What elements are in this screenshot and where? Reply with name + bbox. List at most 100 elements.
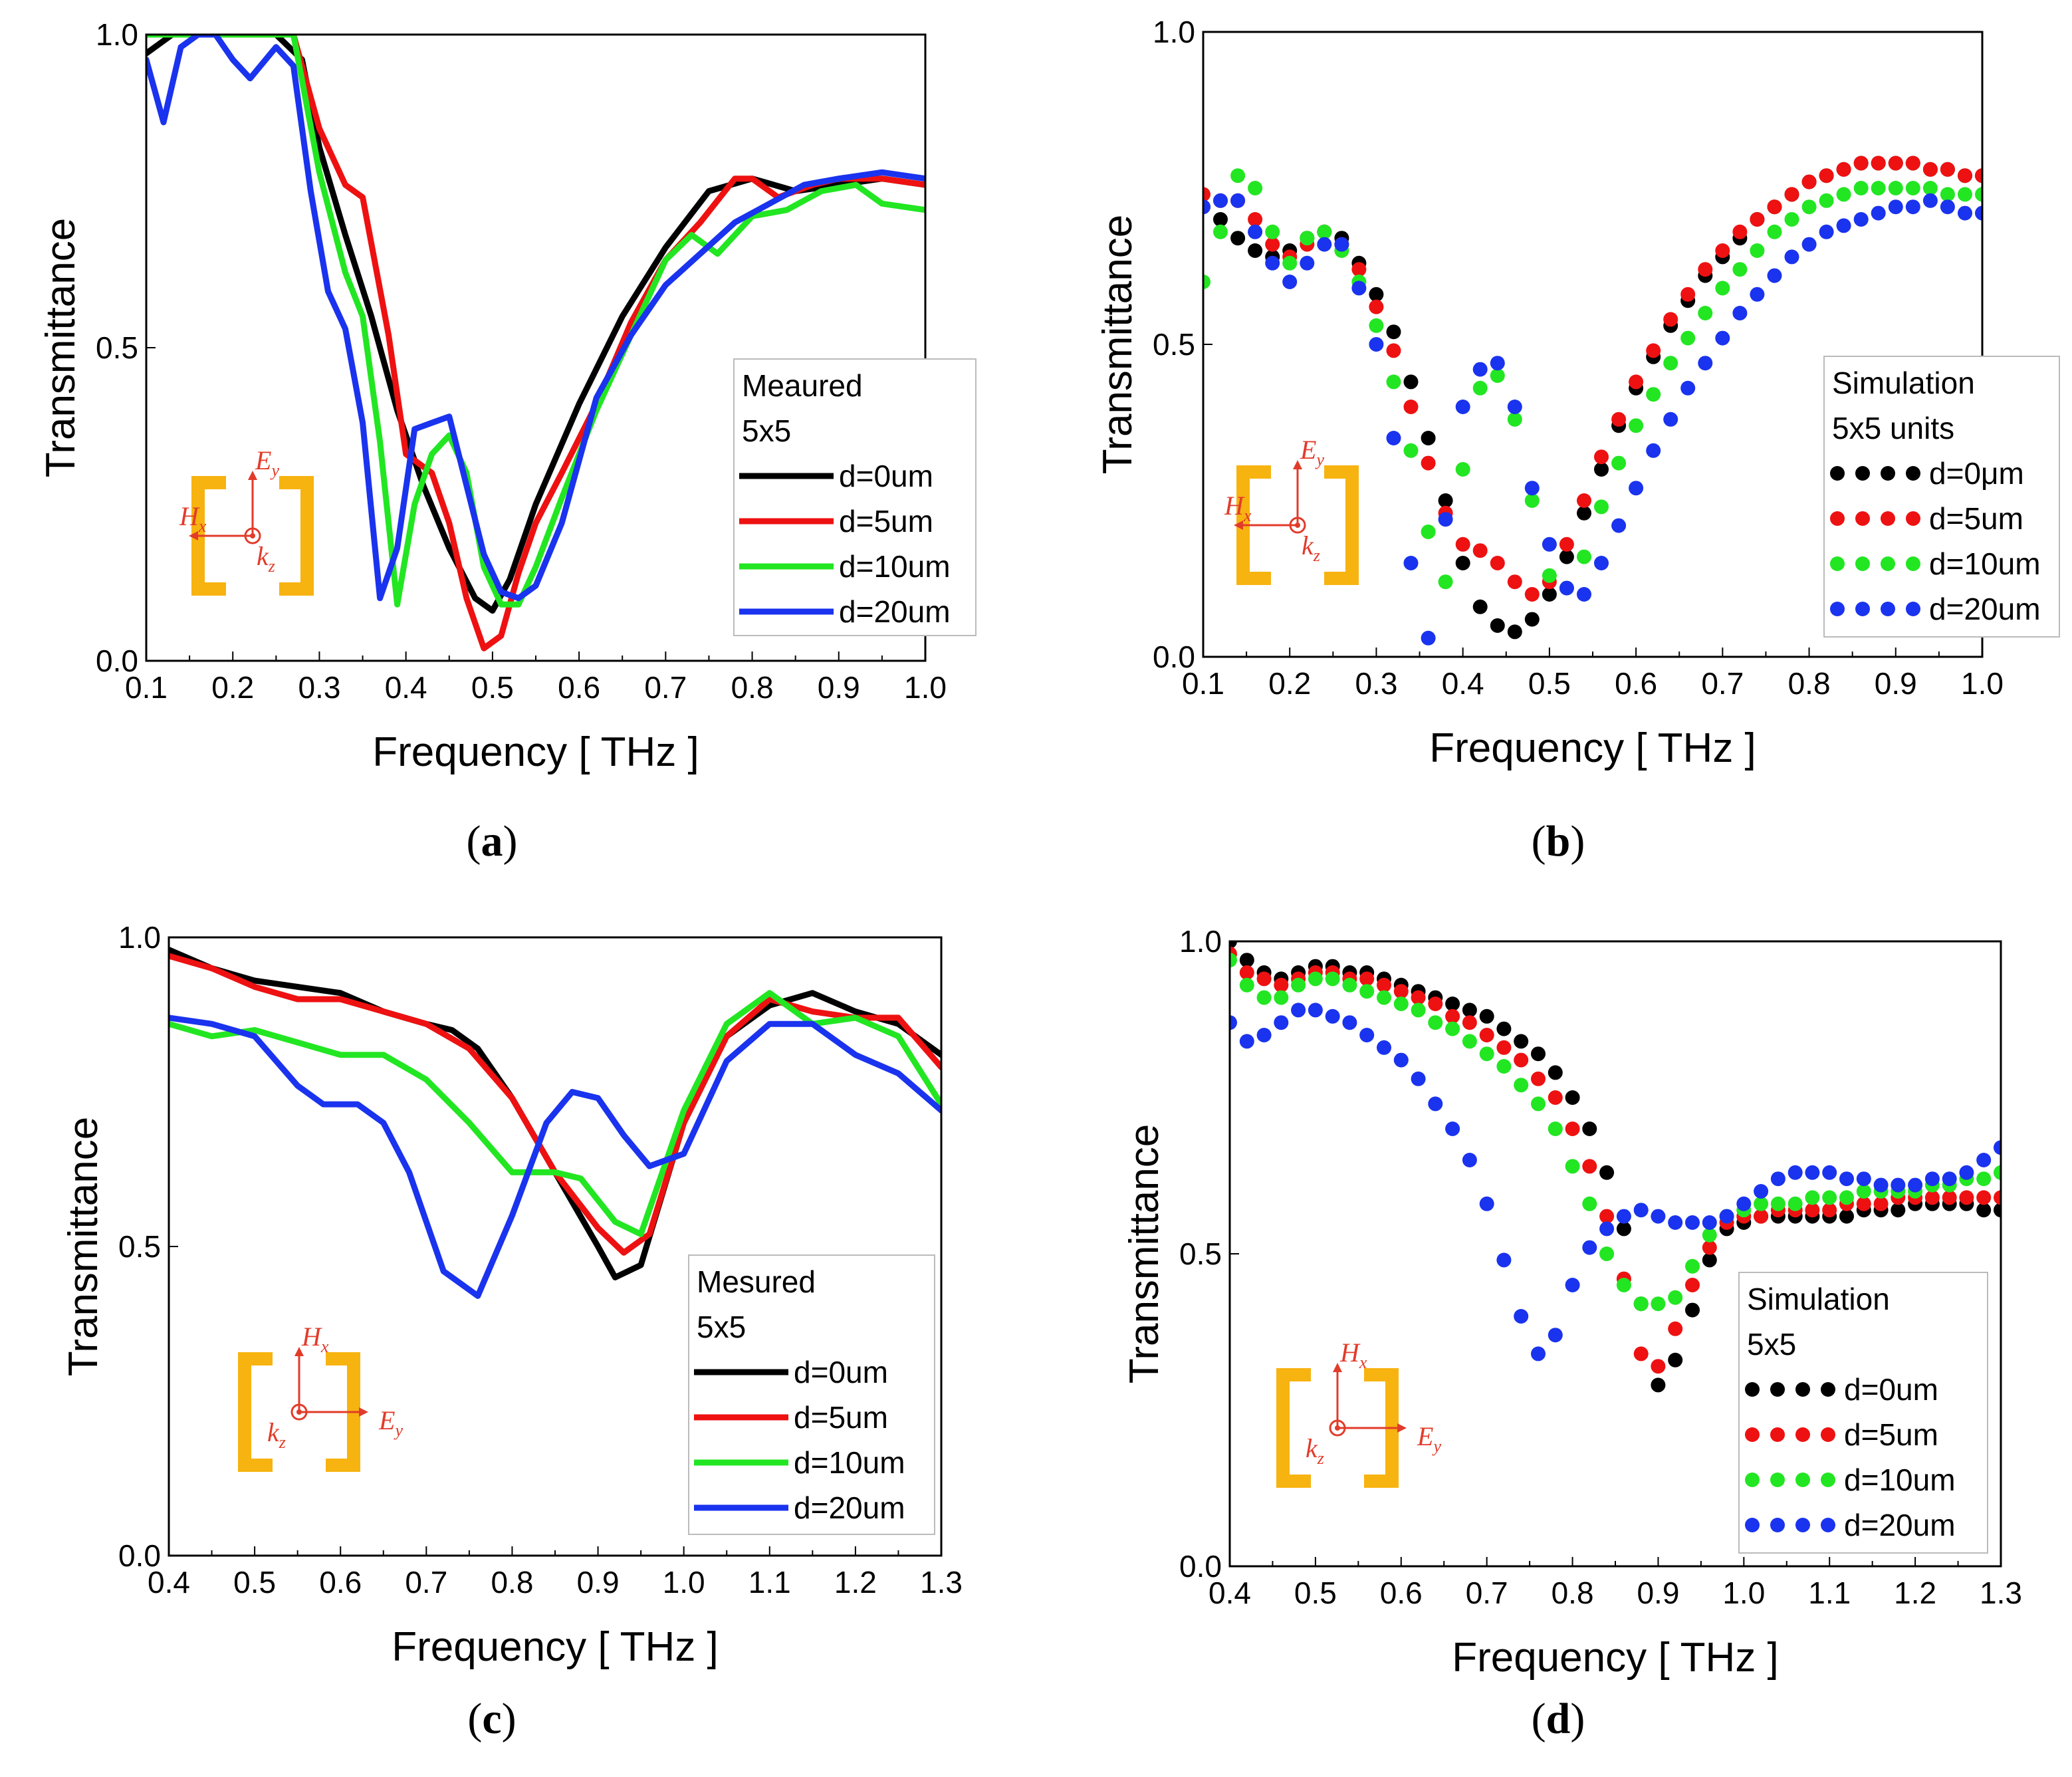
data-point bbox=[1334, 237, 1349, 252]
k-vector-ring-icon bbox=[244, 527, 261, 544]
x-tick-label: 1.2 bbox=[834, 1565, 877, 1599]
data-point bbox=[1230, 1015, 1237, 1030]
legend-swatch-dot bbox=[1830, 602, 1845, 616]
data-point bbox=[1524, 493, 1540, 508]
data-point bbox=[1265, 224, 1280, 239]
data-point bbox=[1291, 977, 1306, 993]
legend-entry-label: d=20um bbox=[794, 1490, 905, 1525]
data-point bbox=[1359, 971, 1375, 987]
vertical-field-label: Hx bbox=[1339, 1338, 1367, 1372]
legend-swatch-dot bbox=[1795, 1427, 1810, 1442]
data-point bbox=[1668, 1352, 1683, 1367]
x-tick-label: 1.0 bbox=[1961, 666, 2004, 701]
data-point bbox=[1548, 1328, 1563, 1343]
vertical-field-label: Hx bbox=[301, 1322, 329, 1356]
legend-title-line: 5x5 bbox=[1747, 1327, 1796, 1362]
data-point bbox=[1994, 1190, 2001, 1205]
data-point bbox=[1455, 556, 1470, 570]
data-point bbox=[1801, 174, 1817, 189]
legend-swatch-dot bbox=[1881, 556, 1895, 571]
data-point bbox=[1853, 212, 1869, 227]
plot-frame bbox=[168, 936, 943, 1557]
legend-box bbox=[1823, 356, 2060, 638]
data-point bbox=[1922, 181, 1938, 195]
legend-swatch-dot bbox=[1881, 511, 1895, 526]
x-tick-label: 1.3 bbox=[1980, 1576, 2022, 1610]
data-point bbox=[1611, 518, 1627, 533]
data-point bbox=[1651, 1296, 1666, 1312]
y-axis-title: Transmittance bbox=[1095, 215, 1141, 475]
data-point bbox=[1685, 1215, 1700, 1230]
data-point bbox=[1514, 1078, 1529, 1093]
legend-title-line: 5x5 bbox=[742, 414, 791, 448]
data-point bbox=[1308, 1003, 1323, 1018]
data-point bbox=[1888, 156, 1903, 171]
data-point bbox=[1213, 224, 1228, 239]
legend-swatch-dot bbox=[1745, 1382, 1760, 1397]
data-point bbox=[1403, 443, 1419, 458]
data-point bbox=[1274, 990, 1289, 1005]
data-point bbox=[1428, 1096, 1443, 1112]
data-point bbox=[1411, 1071, 1426, 1086]
chart-a: 0.1 0.2 0.3 0.4 0.5 0.6 0.7 0.8 0.9 1.0 0.0 0.5 1.0 F… bbox=[38, 17, 977, 775]
data-point bbox=[1548, 1065, 1563, 1080]
data-point bbox=[1248, 212, 1263, 227]
data-point bbox=[1386, 431, 1401, 445]
data-point bbox=[1908, 1177, 1923, 1193]
data-point bbox=[1325, 1008, 1340, 1024]
data-point bbox=[1940, 199, 1955, 215]
x-tick-label: 0.7 bbox=[1701, 666, 1744, 701]
k-vector-ring-icon bbox=[290, 1403, 308, 1421]
vertical-field-subscript: x bbox=[320, 1337, 329, 1356]
data-point bbox=[1732, 262, 1748, 277]
right-bracket-icon bbox=[1364, 1368, 1399, 1488]
x-tick-label: 0.3 bbox=[1355, 666, 1397, 701]
series-line-2 bbox=[146, 35, 925, 608]
data-point bbox=[1359, 1028, 1375, 1042]
legend-entry-label: d=20um bbox=[1844, 1508, 1956, 1542]
data-point bbox=[1651, 1377, 1666, 1393]
data-point bbox=[1805, 1203, 1820, 1218]
data-point bbox=[1629, 374, 1644, 390]
x-axis-title: Frequency [ THz ] bbox=[1452, 1635, 1779, 1681]
k-vector-dot-icon bbox=[1335, 1425, 1340, 1431]
right-bracket-icon bbox=[279, 476, 314, 596]
x-tick-label: 0.6 bbox=[1380, 1576, 1423, 1610]
panel-label-b-letter: b bbox=[1546, 817, 1571, 866]
data-point bbox=[1230, 953, 1237, 968]
data-point bbox=[1629, 418, 1644, 433]
data-point bbox=[1438, 574, 1453, 590]
data-point bbox=[1377, 1040, 1391, 1055]
y-tick-label: 0.0 bbox=[1153, 640, 1195, 674]
data-point bbox=[1507, 412, 1522, 427]
data-point bbox=[1836, 187, 1851, 202]
data-point bbox=[1616, 1221, 1631, 1237]
vertical-field-subscript: x bbox=[1359, 1353, 1367, 1372]
panel-label-c: (c) bbox=[467, 1695, 517, 1743]
panel-d: 0.4 0.5 0.6 0.7 0.8 0.9 1.0 1.1 1.2 1.3 0.0 0.5 1.0 F… bbox=[1036, 891, 2072, 1777]
data-point bbox=[1784, 212, 1799, 227]
legend-swatch-dot bbox=[1881, 602, 1895, 616]
data-point bbox=[1239, 1034, 1254, 1049]
legend-swatch-dot bbox=[1745, 1518, 1760, 1532]
data-point bbox=[1490, 356, 1505, 371]
data-point bbox=[1507, 574, 1522, 590]
data-point bbox=[1565, 1122, 1580, 1136]
data-point bbox=[1702, 1215, 1717, 1230]
horizontal-field-subscript: x bbox=[198, 517, 207, 536]
data-point bbox=[1836, 162, 1851, 177]
data-point bbox=[1472, 543, 1488, 558]
panel-a: 0.1 0.2 0.3 0.4 0.5 0.6 0.7 0.8 0.9 1.0 0.0 0.5 1.0 F… bbox=[0, 0, 1036, 891]
legend-entry-label: d=0μm bbox=[1929, 456, 2024, 491]
y-tick-label: 0.0 bbox=[1179, 1549, 1222, 1584]
x-tick-label: 1.1 bbox=[1808, 1576, 1851, 1610]
data-point bbox=[1496, 1059, 1512, 1074]
data-point bbox=[1685, 1278, 1700, 1292]
legend-swatch-dot bbox=[1906, 466, 1920, 481]
data-point bbox=[1958, 168, 1972, 183]
x-tick-label: 1.1 bbox=[748, 1565, 791, 1599]
horizontal-field-label: Ey bbox=[378, 1405, 403, 1440]
k-vector-label: kz bbox=[1306, 1433, 1324, 1468]
x-tick-label: 0.5 bbox=[1294, 1576, 1337, 1610]
data-point bbox=[1377, 990, 1391, 1005]
